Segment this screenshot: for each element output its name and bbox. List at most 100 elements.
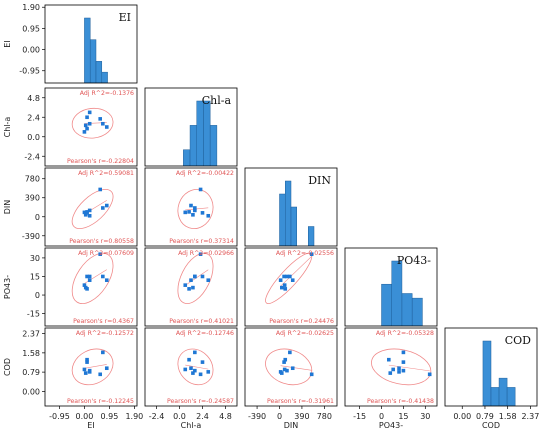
x-tick-label: 390: [294, 412, 309, 421]
data-point: [187, 287, 191, 291]
y-axis-label-chl-a: Chl-a: [3, 117, 12, 138]
data-point: [282, 274, 286, 279]
hist-bar: [279, 193, 286, 246]
x-axis-label-cod: COD: [482, 421, 500, 430]
scatter-cell-chl-a-vs-din: Adj R^2=-0.00422 Pearson's r=0.37314: [144, 167, 238, 247]
hist-bar: [183, 149, 191, 166]
cell-frame: [444, 327, 538, 407]
x-tick-label: 0: [379, 412, 384, 421]
data-point: [200, 360, 205, 364]
data-point: [82, 283, 87, 287]
fit-line: [185, 269, 209, 286]
y-tick-label: 390: [25, 194, 40, 203]
data-point: [189, 366, 193, 371]
y-tick-label: 0: [35, 213, 40, 222]
hist-bar: [285, 180, 292, 246]
confidence-ellipse: [177, 348, 214, 386]
scatter-cell-ei-vs-chl-a: Adj R^2=-0.1376 Pearson's r=-0.22804 -2.4 0…: [3, 87, 138, 167]
hist-bar: [203, 100, 211, 166]
y-tick-label: 2.4: [27, 113, 40, 122]
data-point: [283, 287, 288, 291]
x-axis-label-din: DIN: [284, 421, 299, 430]
data-point: [183, 367, 188, 372]
x-tick-label: 15: [398, 412, 408, 421]
hist-cell-po43: PO43-: [344, 247, 438, 327]
cell-frame: [144, 87, 238, 167]
y-tick-label: -15: [27, 310, 40, 319]
hist-cell-din: DIN: [244, 167, 338, 247]
data-point: [285, 368, 289, 373]
x-tick-label: 0.00: [76, 412, 94, 421]
hist-bar: [84, 17, 91, 83]
data-point: [282, 360, 286, 364]
data-point: [87, 208, 92, 213]
x-tick-label: -0.95: [49, 412, 70, 421]
x-tick-label: -2.4: [149, 412, 165, 421]
scatter-cell-chl-a-vs-cod: Adj R^2=-0.12746 Pearson's r=-0.24587-2.4…: [144, 327, 238, 430]
hist-cell-chl-a: Chl-a: [144, 87, 238, 167]
scatter-cell-ei-vs-cod: Adj R^2=-0.12572 Pearson's r=-0.12245 0.00…: [3, 327, 143, 430]
x-axis-label-chl-a: Chl-a: [181, 421, 202, 430]
fit-line: [388, 364, 430, 372]
adj-r2-label: Adj R^2=-0.00422: [176, 170, 234, 177]
pearson-r-label: Pearson's r=-0.41438: [367, 398, 434, 405]
y-tick-label: 0.0: [27, 133, 40, 142]
hist-bar: [189, 125, 198, 166]
hist-bar: [101, 71, 108, 83]
data-point: [280, 371, 284, 375]
data-point: [397, 370, 401, 374]
diagonal-label-chl-a: Chl-a: [202, 94, 232, 107]
data-point: [87, 368, 92, 373]
data-point: [191, 371, 195, 375]
data-point: [401, 350, 406, 355]
hist-bar: [89, 39, 97, 83]
cell-frame: [344, 327, 438, 407]
data-point: [87, 213, 92, 218]
adj-r2-label: Adj R^2=-0.05328: [376, 330, 434, 337]
data-point: [98, 372, 102, 377]
hist-bar: [290, 206, 297, 246]
data-point: [104, 278, 109, 282]
data-point: [83, 371, 88, 375]
data-point: [206, 370, 211, 374]
y-axis-label-po43: PO43-: [3, 275, 12, 299]
data-point: [98, 187, 102, 192]
data-point: [85, 115, 89, 120]
data-point: [85, 357, 89, 362]
fit-line: [280, 256, 312, 287]
data-point: [206, 278, 211, 282]
data-point: [187, 210, 191, 214]
data-point: [191, 213, 195, 217]
adj-r2-label: Adj R^2=-0.12572: [76, 330, 134, 337]
y-tick-label: -390: [22, 232, 40, 241]
y-tick-label: 780: [25, 175, 40, 184]
data-point: [98, 252, 102, 256]
diagonal-label-cod: COD: [505, 334, 531, 347]
y-tick-label: 0.79: [22, 368, 40, 377]
scatter-cell-ei-vs-po43: Adj R^2=0.07609 Pearson's r=0.4367 -15 0 15 3…: [3, 247, 138, 327]
cell-frame: [44, 327, 138, 407]
x-tick-label: 0.00: [453, 412, 471, 421]
hist-bar: [196, 100, 204, 166]
data-point: [282, 367, 287, 372]
hist-bar: [401, 293, 413, 326]
data-point: [87, 121, 92, 126]
adj-r2-label: Adj R^2=0.07609: [78, 250, 134, 257]
data-point: [189, 278, 193, 282]
x-tick-label: -390: [248, 412, 266, 421]
data-point: [85, 287, 89, 291]
cell-frame: [144, 167, 238, 247]
adj-r2-label: Adj R^2=-0.1376: [80, 90, 134, 97]
data-point: [193, 350, 197, 355]
confidence-ellipse: [71, 189, 114, 229]
data-point: [87, 274, 92, 279]
fit-line: [185, 207, 209, 211]
data-point: [183, 210, 188, 215]
confidence-ellipse: [177, 252, 214, 304]
data-point: [288, 350, 292, 355]
x-tick-label: -15: [353, 412, 366, 421]
data-point: [290, 278, 295, 282]
y-tick-label: 1.58: [22, 349, 40, 358]
data-point: [206, 213, 211, 218]
